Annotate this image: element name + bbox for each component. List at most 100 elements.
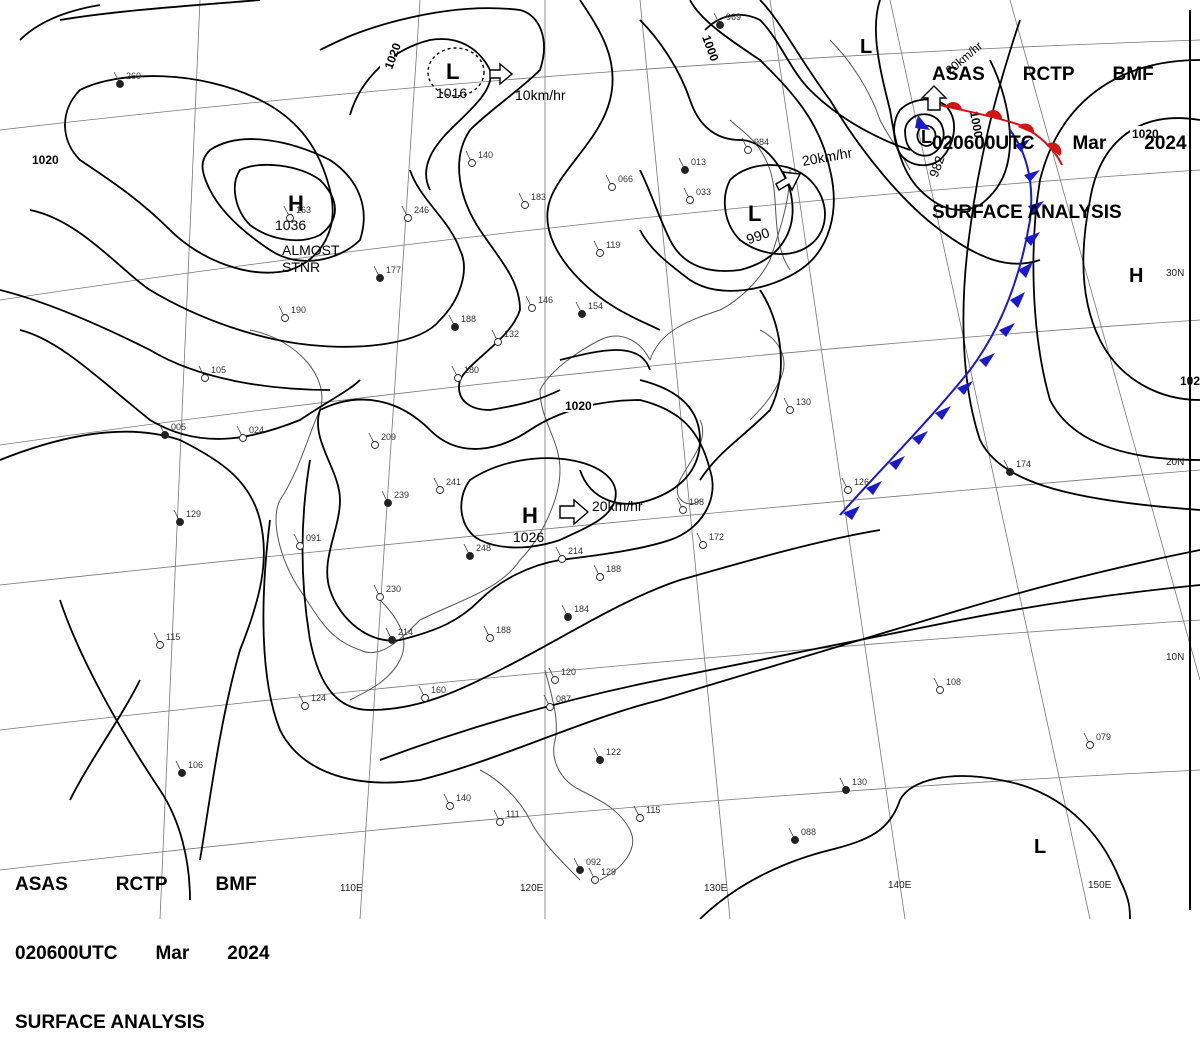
station-plot: 248 — [463, 543, 491, 560]
motion-speed: 20km/hr — [592, 498, 643, 514]
title-kind: SURFACE ANALYSIS — [15, 1012, 205, 1033]
station-plot: 190 — [278, 305, 306, 322]
station-circle-icon — [116, 80, 124, 88]
station-circle-icon — [301, 702, 309, 710]
title-agency: ASAS — [15, 874, 68, 895]
station-plot: 184 — [561, 604, 589, 621]
low-symbol: L — [921, 127, 932, 147]
motion-arrow-icon — [920, 85, 948, 111]
station-pressure: 132 — [504, 329, 519, 339]
station-pressure: 188 — [606, 564, 621, 574]
station-pressure: 984 — [754, 137, 769, 147]
station-pressure: 033 — [696, 187, 711, 197]
station-circle-icon — [466, 552, 474, 560]
graticule — [0, 0, 1200, 919]
station-plot: 088 — [788, 827, 816, 844]
station-circle-icon — [636, 814, 644, 822]
latitude-label: 20N — [1166, 457, 1184, 468]
station-plot: 140 — [465, 150, 493, 167]
station-pressure: 129 — [601, 867, 616, 877]
station-circle-icon — [596, 756, 604, 764]
station-plot: 106 — [175, 760, 203, 777]
station-pressure: 091 — [306, 533, 321, 543]
station-plot: 132 — [491, 329, 519, 346]
station-plot: 230 — [373, 584, 401, 601]
title-code: BMF — [1112, 64, 1154, 85]
station-circle-icon — [936, 686, 944, 694]
isobar-label: 1020 — [32, 153, 59, 167]
station-pressure: 174 — [1016, 459, 1031, 469]
station-plot: 172 — [696, 532, 724, 549]
station-circle-icon — [404, 214, 412, 222]
station-pressure: 140 — [478, 150, 493, 160]
station-circle-icon — [716, 21, 724, 29]
low-symbol: L — [860, 36, 872, 58]
station-pressure: 248 — [476, 543, 491, 553]
station-circle-icon — [286, 214, 294, 222]
station-plot: 033 — [683, 187, 711, 204]
station-plot: 183 — [518, 192, 546, 209]
station-plot: 146 — [525, 295, 553, 312]
title-center: RCTP — [1022, 64, 1075, 85]
station-plot: 260 — [113, 71, 141, 88]
high-center: H — [1129, 265, 1143, 287]
station-circle-icon — [296, 542, 304, 550]
low-symbol: L — [446, 59, 459, 84]
map-title-bottom-left: ASAS RCTP BMF 020600UTC Mar 2024 SURFACE ANA… — [15, 827, 270, 1057]
title-agency: ASAS — [932, 64, 985, 85]
title-month: Mar — [155, 943, 190, 964]
station-plot: 130 — [783, 397, 811, 414]
station-pressure: 214 — [568, 546, 583, 556]
station-plot: 079 — [1083, 732, 1111, 749]
station-pressure: 160 — [431, 685, 446, 695]
station-pressure: 260 — [126, 71, 141, 81]
station-plot: 160 — [418, 685, 446, 702]
title-kind: SURFACE ANALYSIS — [932, 202, 1122, 223]
title-code: BMF — [215, 874, 257, 895]
station-pressure: 087 — [556, 694, 571, 704]
station-pressure: 129 — [186, 509, 201, 519]
station-circle-icon — [564, 613, 572, 621]
station-pressure: 111 — [506, 809, 520, 819]
station-plot: 969 — [713, 12, 741, 29]
station-circle-icon — [528, 304, 536, 312]
station-circle-icon — [486, 634, 494, 642]
title-time: 020600UTC — [932, 133, 1035, 154]
title-center: RCTP — [115, 874, 168, 895]
low-center: L — [860, 36, 872, 58]
station-circle-icon — [679, 506, 687, 514]
station-pressure: 126 — [854, 477, 869, 487]
station-plot: 140 — [443, 793, 471, 810]
station-plot: 154 — [575, 301, 603, 318]
high-symbol: H — [1129, 265, 1143, 287]
isobars — [0, 0, 1200, 919]
high-value: 1036 — [275, 217, 306, 233]
station-circle-icon — [178, 769, 186, 777]
station-plot: 024 — [236, 425, 264, 442]
station-pressure: 177 — [386, 265, 401, 275]
station-pressure: 140 — [456, 793, 471, 803]
station-circle-icon — [176, 518, 184, 526]
station-plot: 066 — [605, 174, 633, 191]
station-pressure: 122 — [606, 747, 621, 757]
station-circle-icon — [451, 323, 459, 331]
map-title-top-right: ASAS RCTP BMF 020600UTC Mar 2024 SURFACE ANA… — [932, 17, 1187, 247]
station-circle-icon — [596, 249, 604, 257]
motion-arrow-icon — [559, 498, 590, 526]
station-plot: 122 — [593, 747, 621, 764]
high-symbol: H — [288, 191, 304, 216]
high-center: H 1036 ALMOST STNR — [275, 191, 340, 275]
motion-arrow-icon — [775, 171, 802, 192]
station-circle-icon — [388, 636, 396, 644]
station-pressure: 239 — [394, 490, 409, 500]
latitude-label: 10N — [1166, 652, 1184, 663]
station-pressure: 246 — [414, 205, 429, 215]
low-center: L 1016 10km/hr — [427, 47, 566, 103]
station-pressure: 183 — [531, 192, 546, 202]
station-plots: 260 163 246 177 190 105 005 024 209 239 241 091 129 1… — [113, 12, 1111, 884]
station-plot: 119 — [593, 240, 620, 257]
station-circle-icon — [744, 146, 752, 154]
center-note: STNR — [282, 259, 320, 275]
station-circle-icon — [454, 374, 462, 382]
station-circle-icon — [842, 786, 850, 794]
